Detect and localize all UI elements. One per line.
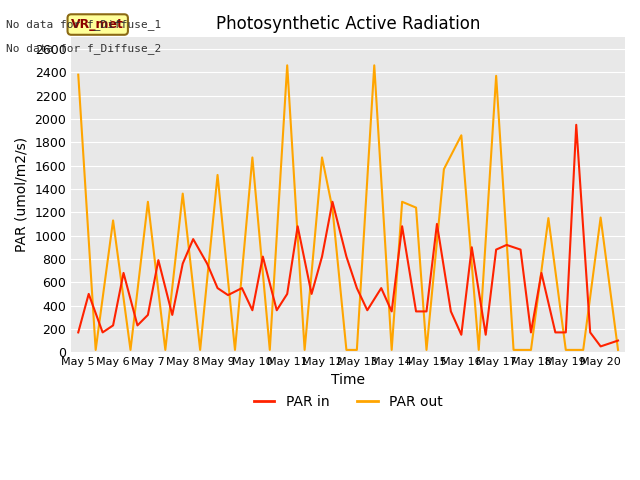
Y-axis label: PAR (umol/m2/s): PAR (umol/m2/s) xyxy=(15,137,29,252)
Title: Photosynthetic Active Radiation: Photosynthetic Active Radiation xyxy=(216,15,481,33)
Text: VR_met: VR_met xyxy=(71,18,124,31)
Text: No data for f_Diffuse_1: No data for f_Diffuse_1 xyxy=(6,19,162,30)
Text: No data for f_Diffuse_2: No data for f_Diffuse_2 xyxy=(6,43,162,54)
X-axis label: Time: Time xyxy=(331,372,365,387)
Legend: PAR in, PAR out: PAR in, PAR out xyxy=(248,389,448,415)
